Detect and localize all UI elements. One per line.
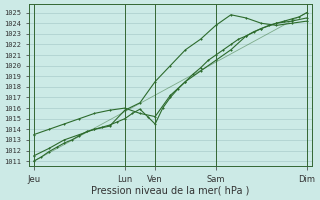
X-axis label: Pression niveau de la mer( hPa ): Pression niveau de la mer( hPa ) — [91, 186, 250, 196]
